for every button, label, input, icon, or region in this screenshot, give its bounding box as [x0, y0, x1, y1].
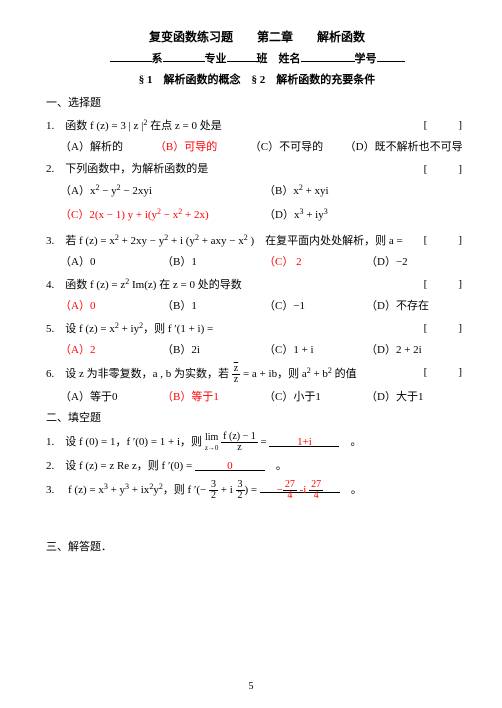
q5-optC: （C）1 + i — [264, 342, 366, 359]
q4-optC: （C）−1 — [264, 298, 366, 315]
question-2: 2. 下列函数中，为解析函数的是[ ] — [46, 161, 468, 178]
q2-options-row2: （C）2(x − 1) y + i(y2 − x2 + 2x) （D）x3 + … — [60, 206, 468, 224]
q2-optD: （D）x3 + iy3 — [264, 206, 468, 224]
q6-optC: （C）小于1 — [264, 389, 366, 406]
q5-optA-answer: （A）2 — [60, 342, 162, 359]
main-title: 复变函数练习题 第二章 解析函数 — [46, 28, 468, 47]
q4-optB: （B）1 — [162, 298, 264, 315]
q6-optB-answer: （B）等于1 — [162, 389, 264, 406]
q2-optC-answer: （C）2(x − 1) y + i(y2 − x2 + 2x) — [60, 206, 264, 224]
q2-optA: （A）x2 − y2 − 2xyi — [60, 182, 264, 200]
q3-options: （A）0 （B）1 （C） 2 （D）−2 — [60, 254, 468, 271]
q2-optB: （B）x2 + xyi — [264, 182, 468, 200]
q1-optB-answer: （B）可导的 — [155, 139, 250, 156]
q4-options: （A）0 （B）1 （C）−1 （D）不存在 — [60, 298, 468, 315]
q3-optD: （D）−2 — [366, 254, 468, 271]
question-4: 4. 函数 f (z) = z2 Im(z) 在 z = 0 处的导数 [ ] — [46, 276, 468, 294]
q4-optD: （D）不存在 — [366, 298, 468, 315]
q5-optB: （B）2i — [162, 342, 264, 359]
q1-optA: （A）解析的 — [60, 139, 155, 156]
q4-optA-answer: （A）0 — [60, 298, 162, 315]
question-3: 3. 若 f (z) = x2 + 2xy − y2 + i (y2 + axy… — [46, 232, 468, 250]
fill-3: 3. f (z) = x3 + y3 + ix2y2，则 f ′(− 32 + … — [46, 480, 468, 501]
q2-options-row1: （A）x2 − y2 − 2xyi （B）x2 + xyi — [60, 182, 468, 200]
q3-optB: （B）1 — [162, 254, 264, 271]
question-1: 1. 函数 f (z) = 3 | z |2 在点 z = 0 处是 [ ] — [46, 117, 468, 135]
q5-optD: （D）2 + 2i — [366, 342, 468, 359]
page-number: 5 — [0, 679, 502, 695]
question-5: 5. 设 f (z) = x2 + iy2，则 f ′(1 + i) = [ ] — [46, 320, 468, 338]
q6-options: （A）等于0 （B）等于1 （C）小于1 （D）大于1 — [60, 389, 468, 406]
section-title: § 1 解析函数的概念 § 2 解析函数的充要条件 — [46, 72, 468, 89]
q6-optA: （A）等于0 — [60, 389, 162, 406]
fill-2: 2. 设 f (z) = z Re z，则 f ′(0) = 0 。 — [46, 458, 468, 475]
q1-optD: （D）既不解析也不可导 — [345, 139, 468, 156]
q1-options: （A）解析的 （B）可导的 （C）不可导的 （D）既不解析也不可导 — [60, 139, 468, 156]
header-info-line: 系专业班 姓名学号 — [46, 49, 468, 68]
question-6: 6. 设 z 为非零复数，a , b 为实数，若 zz = a + ib，则 a… — [46, 364, 468, 385]
q6-optD: （D）大于1 — [366, 389, 468, 406]
q1-optC: （C）不可导的 — [250, 139, 345, 156]
section3-heading: 三、解答题． — [46, 539, 468, 556]
section2-heading: 二、填空题 — [46, 410, 468, 427]
q5-options: （A）2 （B）2i （C）1 + i （D）2 + 2i — [60, 342, 468, 359]
fill-1: 1. 设 f (0) = 1，f ′(0) = 1 + i，则 limz→0 f… — [46, 432, 468, 453]
q3-optC-answer: （C） 2 — [264, 254, 366, 271]
q3-optA: （A）0 — [60, 254, 162, 271]
section1-heading: 一、选择题 — [46, 95, 468, 112]
